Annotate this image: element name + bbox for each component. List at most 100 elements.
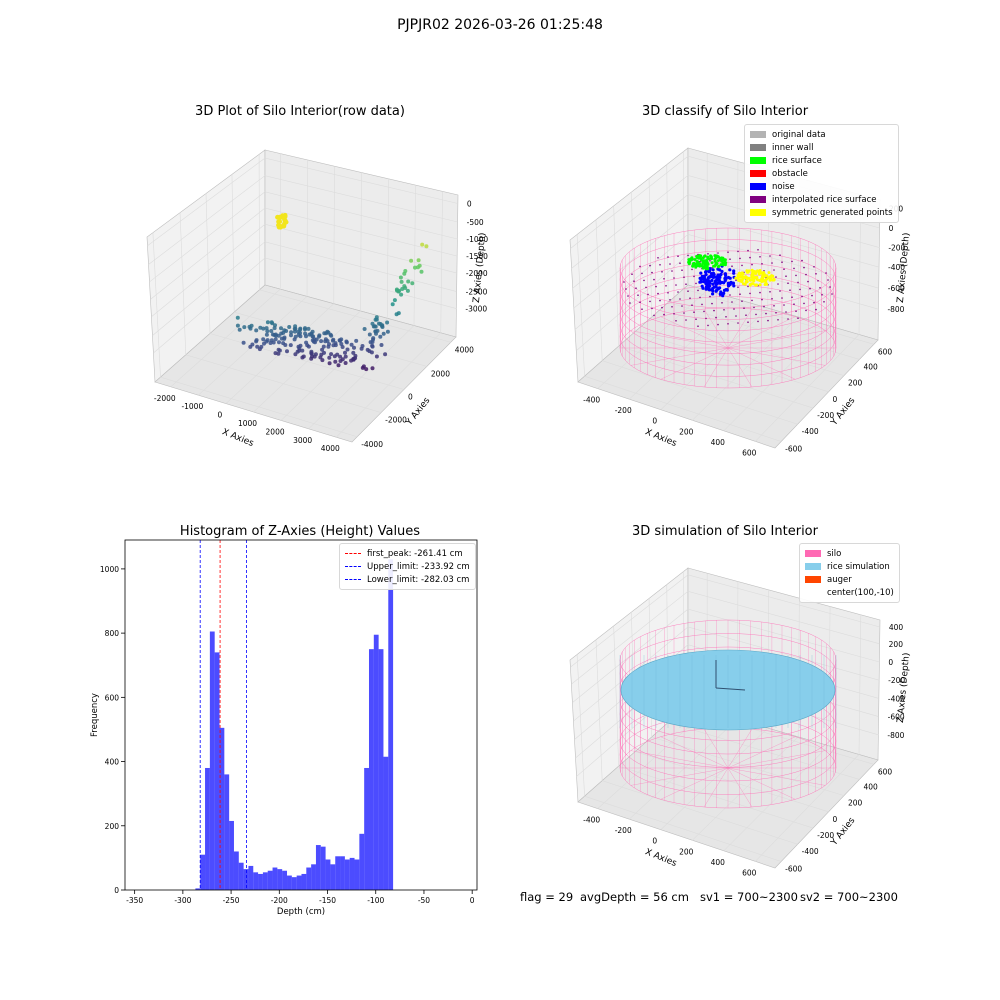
data-point	[417, 263, 422, 268]
interpolated-point	[633, 280, 635, 283]
z-tick-label: -400	[888, 694, 905, 703]
data-point	[306, 326, 311, 331]
noise-point	[722, 288, 727, 292]
rice-surface-point	[695, 254, 699, 258]
data-point	[255, 344, 260, 349]
z-gridline	[571, 590, 880, 685]
interpolated-point	[689, 297, 691, 300]
rice-surface-point	[689, 258, 693, 262]
y-gridline	[651, 316, 845, 376]
interpolated-point	[781, 297, 783, 299]
interpolated-point	[729, 258, 731, 261]
z-tick-label: -1000	[466, 235, 488, 244]
data-point	[339, 342, 344, 346]
data-point	[349, 358, 354, 363]
interpolated-point	[807, 280, 809, 283]
interpolated-point	[773, 269, 775, 271]
data-point	[265, 329, 270, 334]
x-tick-label: -200	[271, 896, 288, 905]
silo-spoke	[727, 767, 796, 800]
y-gridline	[683, 288, 874, 345]
plot1-title: 3D Plot of Silo Interior(row data)	[195, 104, 405, 119]
data-point	[373, 324, 378, 329]
y-gridline	[668, 302, 860, 360]
silo-spoke	[727, 330, 826, 349]
z-gridline	[148, 175, 458, 265]
noise-point	[701, 277, 706, 281]
interpolated-point	[773, 305, 775, 307]
interpolated-point	[781, 261, 783, 264]
legend-entry-obstacle: obstacle	[750, 167, 893, 180]
interpolated-point	[787, 318, 789, 320]
interpolated-point	[659, 299, 661, 302]
interpolated-point	[779, 290, 781, 292]
interpolated-point	[779, 254, 781, 256]
data-point	[322, 331, 327, 336]
data-point	[399, 292, 404, 297]
z-gridline	[147, 157, 458, 246]
y-gridline	[635, 751, 829, 813]
data-point	[338, 338, 343, 343]
y-tick-label: -200	[817, 411, 834, 420]
x-tick-label: -50	[418, 896, 430, 905]
data-point	[331, 337, 336, 342]
data-point	[289, 330, 294, 335]
data-point	[292, 326, 297, 331]
rice-surface-point	[710, 261, 714, 265]
silo-wireframe	[619, 227, 837, 389]
interpolated-point	[759, 255, 761, 258]
rice-surface-point	[719, 257, 723, 260]
symmetric-point	[741, 282, 745, 286]
interpolated-point	[647, 293, 649, 296]
z-tick-label: -400	[888, 263, 905, 272]
x-tick-label: 600	[742, 448, 757, 457]
data-point	[338, 359, 343, 363]
symmetric-point	[759, 271, 763, 275]
symmetric-point	[752, 270, 756, 273]
interpolated-point	[685, 283, 687, 286]
x-tick-label: 600	[742, 868, 757, 877]
histogram-bar	[330, 864, 336, 890]
legend-entry-first-peak: first_peak: -261.41 cm	[345, 547, 470, 560]
interpolated-point	[701, 303, 703, 306]
interpolated-point	[639, 265, 641, 268]
noise-point	[731, 281, 735, 285]
interpolated-point	[783, 268, 785, 271]
data-point	[269, 329, 274, 333]
data-point	[371, 337, 375, 342]
interpolated-point	[831, 293, 833, 295]
x-gridline	[660, 307, 769, 410]
y-tick-label: 600	[878, 347, 893, 356]
interpolated-point	[641, 308, 643, 311]
data-point	[343, 354, 348, 359]
interpolated-point	[635, 287, 637, 290]
noise-point	[711, 292, 715, 296]
data-point	[254, 328, 259, 333]
data-point	[378, 334, 383, 339]
legend-label: silo	[827, 548, 842, 559]
y-gridline	[648, 178, 652, 318]
interpolated-point	[661, 271, 663, 273]
histogram-bar	[325, 859, 331, 890]
interpolated-point	[651, 307, 653, 310]
histogram-bar	[262, 872, 268, 890]
symmetric-point	[753, 276, 757, 280]
data-point	[338, 354, 343, 359]
legend-swatch	[750, 170, 766, 177]
y-tick-label: 800	[105, 629, 120, 638]
interpolated-point	[687, 254, 689, 257]
interpolated-point	[793, 303, 795, 306]
data-point	[241, 340, 246, 345]
y-gridline	[185, 354, 382, 413]
interpolated-point	[717, 323, 719, 326]
histogram-bar	[214, 652, 220, 890]
interpolated-point	[747, 321, 749, 324]
noise-point	[707, 283, 711, 287]
legend-label: original data	[772, 129, 826, 140]
interpolated-point	[777, 283, 779, 285]
silo-spoke	[660, 736, 729, 769]
interpolated-point	[695, 318, 697, 321]
data-point	[309, 356, 314, 361]
x-tick-label: 1000	[238, 419, 257, 428]
